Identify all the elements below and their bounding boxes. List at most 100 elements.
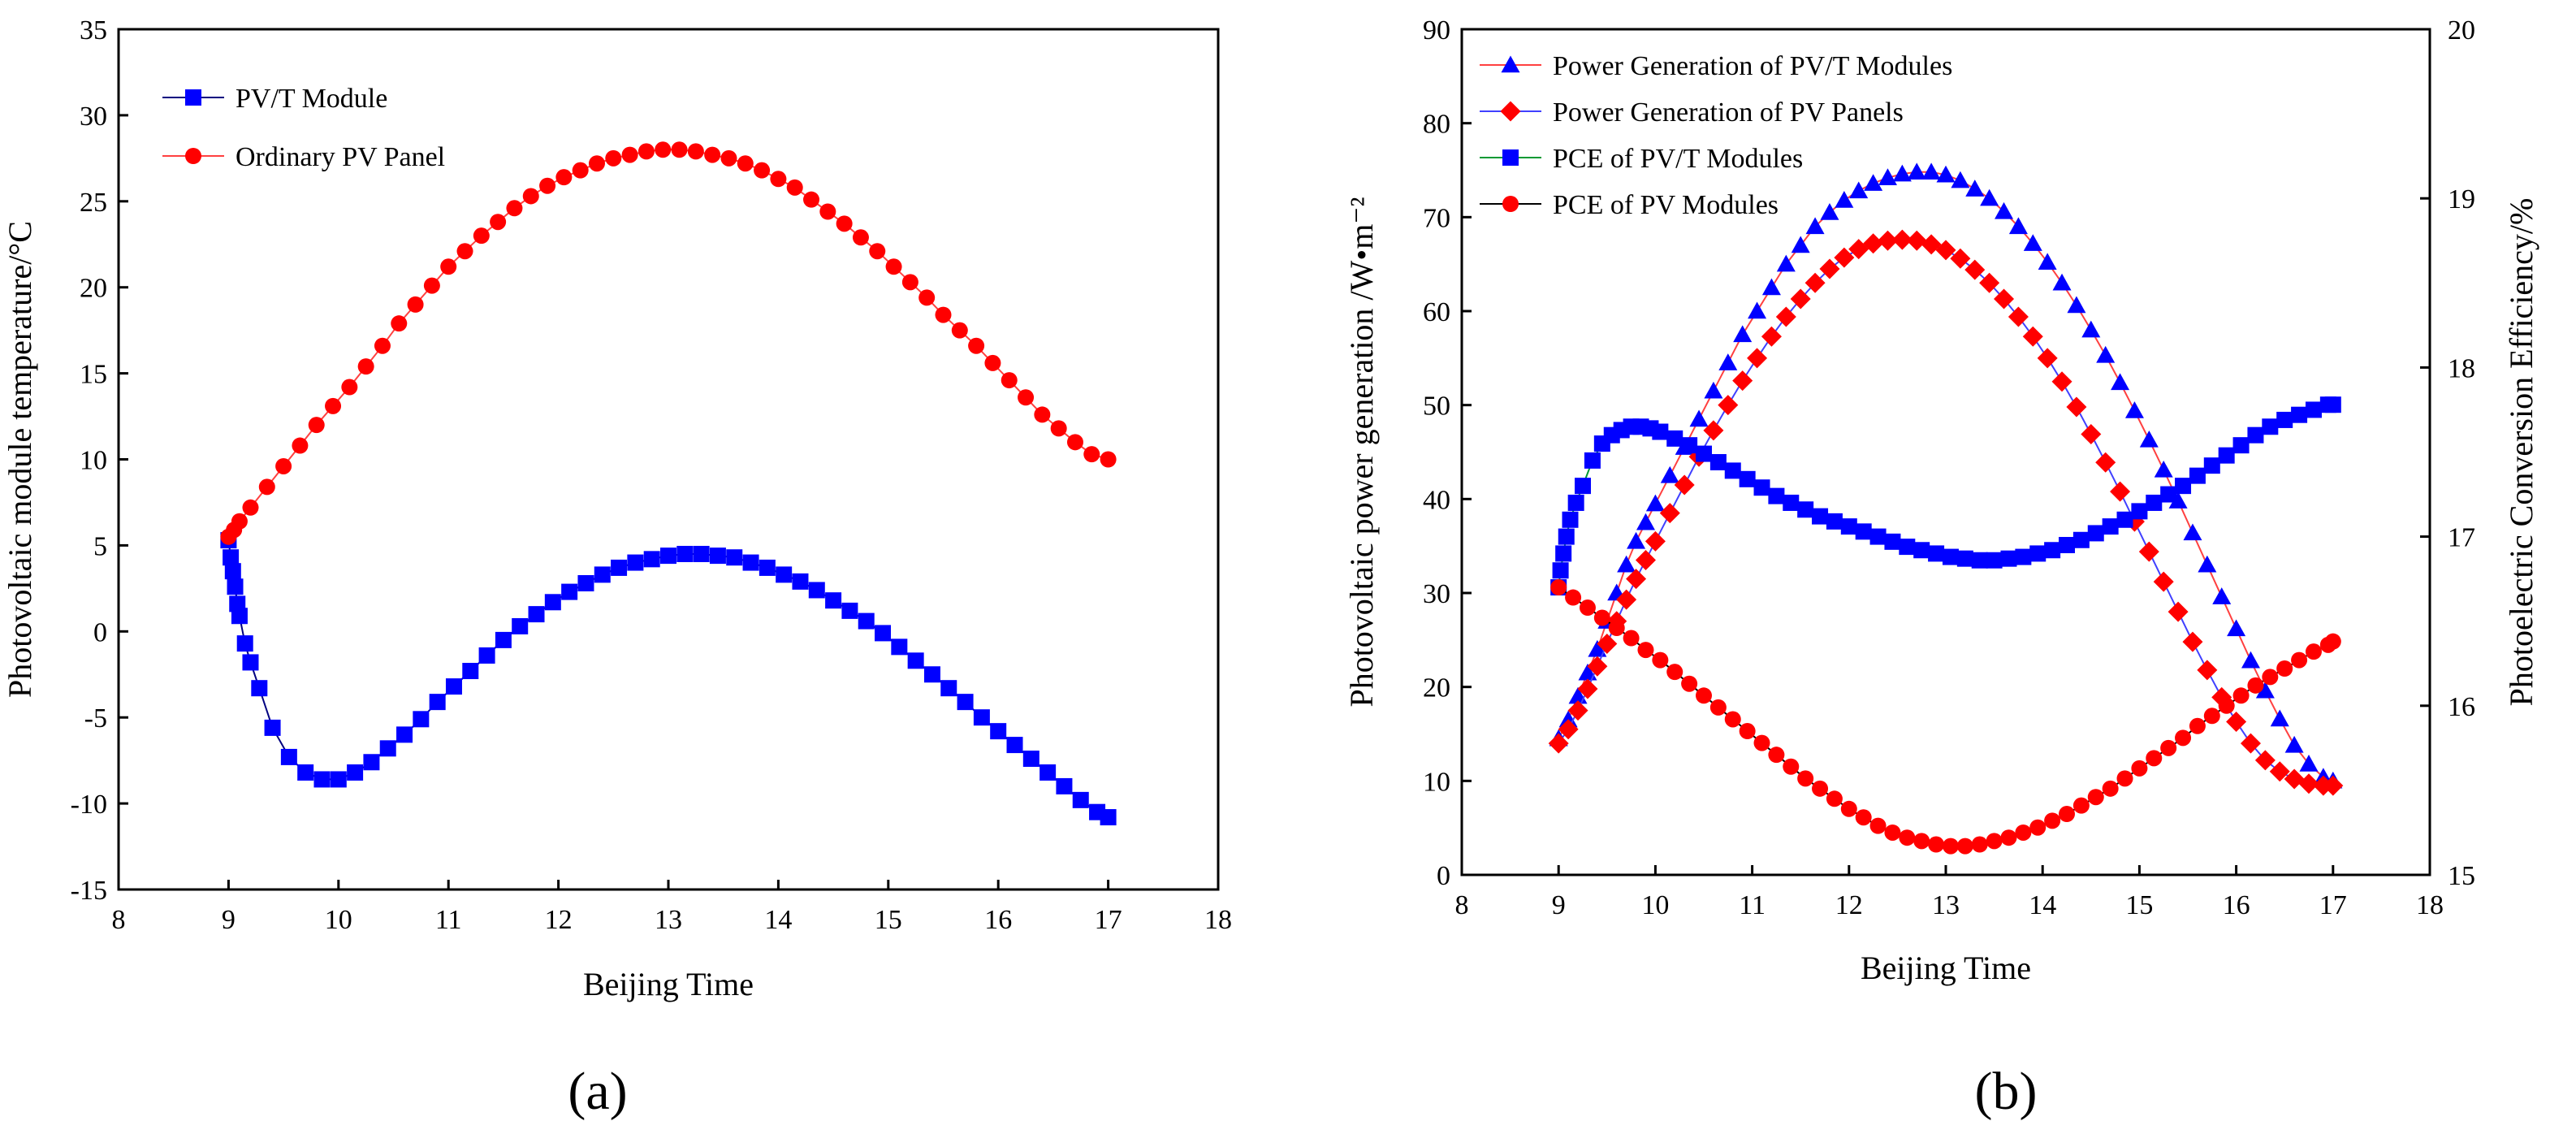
x-tick-label-a: 15 <box>875 905 902 935</box>
data-point-b-3 <box>1942 838 1959 855</box>
data-point-b-1 <box>2269 761 2290 782</box>
data-point-b-3 <box>1826 790 1843 807</box>
data-point-a-1 <box>918 289 936 306</box>
data-point-b-2 <box>2262 418 2279 435</box>
data-point-a-1 <box>770 171 787 188</box>
data-point-b-0 <box>2038 253 2057 271</box>
y-tick-label-b: 0 <box>1437 861 1450 891</box>
data-point-b-1 <box>2095 452 2116 473</box>
legend-label-a-1: Ordinary PV Panel <box>236 142 445 172</box>
data-point-a-0 <box>495 631 512 648</box>
data-point-a-0 <box>512 617 529 634</box>
data-point-b-2 <box>1724 462 1741 479</box>
data-point-b-1 <box>1819 258 1840 279</box>
data-point-b-1 <box>1718 395 1739 416</box>
data-point-b-3 <box>2146 750 2163 767</box>
legend-label-b-1: Power Generation of PV Panels <box>1553 97 1904 128</box>
data-point-b-3 <box>1565 589 1582 606</box>
data-point-a-0 <box>223 549 240 566</box>
data-point-b-3 <box>2232 687 2250 704</box>
data-point-b-2 <box>2087 525 2104 542</box>
data-point-b-2 <box>1971 552 1988 569</box>
data-point-a-1 <box>1100 451 1117 468</box>
y2-tick-label-b: 16 <box>2448 692 2475 722</box>
y-tick-label-a: 10 <box>80 446 107 476</box>
y-tick-label-b: 10 <box>1423 767 1450 797</box>
data-point-a-1 <box>687 143 704 160</box>
data-point-b-1 <box>1635 550 1656 571</box>
data-point-b-0 <box>2183 523 2202 541</box>
data-point-a-1 <box>836 215 853 232</box>
y-tick-label-b: 40 <box>1423 485 1450 515</box>
data-point-a-1 <box>242 499 259 516</box>
data-point-a-0 <box>347 764 364 781</box>
data-point-a-1 <box>325 397 342 414</box>
data-point-a-1 <box>539 177 556 194</box>
data-point-b-2 <box>1840 518 1857 535</box>
data-point-b-0 <box>1718 353 1738 370</box>
data-point-a-1 <box>1001 372 1018 389</box>
data-point-a-0 <box>280 748 297 765</box>
data-point-a-0 <box>297 764 314 781</box>
data-point-a-0 <box>224 563 241 580</box>
data-point-b-1 <box>1674 474 1695 496</box>
data-point-a-1 <box>374 337 391 354</box>
data-point-b-1 <box>1577 678 1598 699</box>
data-point-b-0 <box>1791 236 1810 253</box>
data-point-a-0 <box>1056 777 1073 794</box>
data-point-b-3 <box>1593 609 1610 626</box>
data-point-a-1 <box>588 155 605 172</box>
x-axis-title-a: Beijing Time <box>583 966 754 1002</box>
data-point-b-2 <box>2305 401 2322 418</box>
data-point-b-0 <box>1907 162 1926 180</box>
data-point-a-1 <box>308 417 325 434</box>
x-tick-label-a: 18 <box>1204 905 1232 935</box>
series-b-2 <box>1550 396 2341 596</box>
series-b-3 <box>1550 579 2341 855</box>
y-tick-label-b: 20 <box>1423 673 1450 703</box>
data-point-b-3 <box>2072 797 2090 814</box>
data-point-b-3 <box>2044 812 2061 829</box>
data-point-a-0 <box>1006 737 1023 754</box>
data-point-a-1 <box>473 227 490 245</box>
data-point-b-0 <box>2008 217 2028 235</box>
data-point-b-0 <box>2023 234 2042 251</box>
x-tick-label-b: 9 <box>1552 890 1566 920</box>
data-point-b-0 <box>1689 409 1709 427</box>
data-point-b-2 <box>1584 452 1601 469</box>
data-point-b-2 <box>1942 548 1959 565</box>
data-point-a-0 <box>396 726 413 743</box>
data-point-b-3 <box>1928 836 1945 853</box>
series-b-1 <box>1548 229 2344 796</box>
data-point-b-3 <box>2087 789 2104 806</box>
data-point-b-2 <box>2247 426 2264 444</box>
data-point-b-1 <box>2197 660 2218 681</box>
data-point-a-0 <box>1072 791 1089 808</box>
data-point-a-0 <box>594 566 611 583</box>
data-point-b-2 <box>1797 501 1814 518</box>
x-tick-label-a: 14 <box>764 905 792 935</box>
data-point-b-2 <box>2116 511 2133 528</box>
y2-tick-label-b: 17 <box>2448 523 2475 553</box>
data-point-a-1 <box>754 162 771 179</box>
chart-b: 8 9 10 11 12 13 14 15 16 17 18 0 10 20 30 40 50 60 70 80 90 1… <box>1343 15 2539 986</box>
data-point-b-1 <box>1950 248 1971 269</box>
data-point-a-1 <box>605 149 622 167</box>
data-point-a-1 <box>275 457 292 474</box>
data-point-b-2 <box>1555 545 1572 562</box>
data-point-b-2 <box>2291 406 2308 423</box>
data-point-b-1 <box>2323 775 2344 796</box>
data-point-a-1 <box>935 306 952 323</box>
data-point-b-2 <box>2160 486 2177 503</box>
data-point-a-0 <box>875 625 892 642</box>
y2-tick-label-b: 20 <box>2448 15 2475 45</box>
data-point-b-2 <box>2102 518 2119 535</box>
data-point-b-2 <box>1783 494 1800 511</box>
series-a-1 <box>220 141 1117 545</box>
data-point-a-1 <box>522 188 539 205</box>
data-point-b-3 <box>2175 729 2192 747</box>
data-point-b-2 <box>2218 447 2235 464</box>
y-axis-title-a: Photovoltaic module temperature/°C <box>2 221 38 698</box>
data-point-b-0 <box>2096 345 2116 363</box>
data-point-b-2 <box>2000 550 2017 567</box>
